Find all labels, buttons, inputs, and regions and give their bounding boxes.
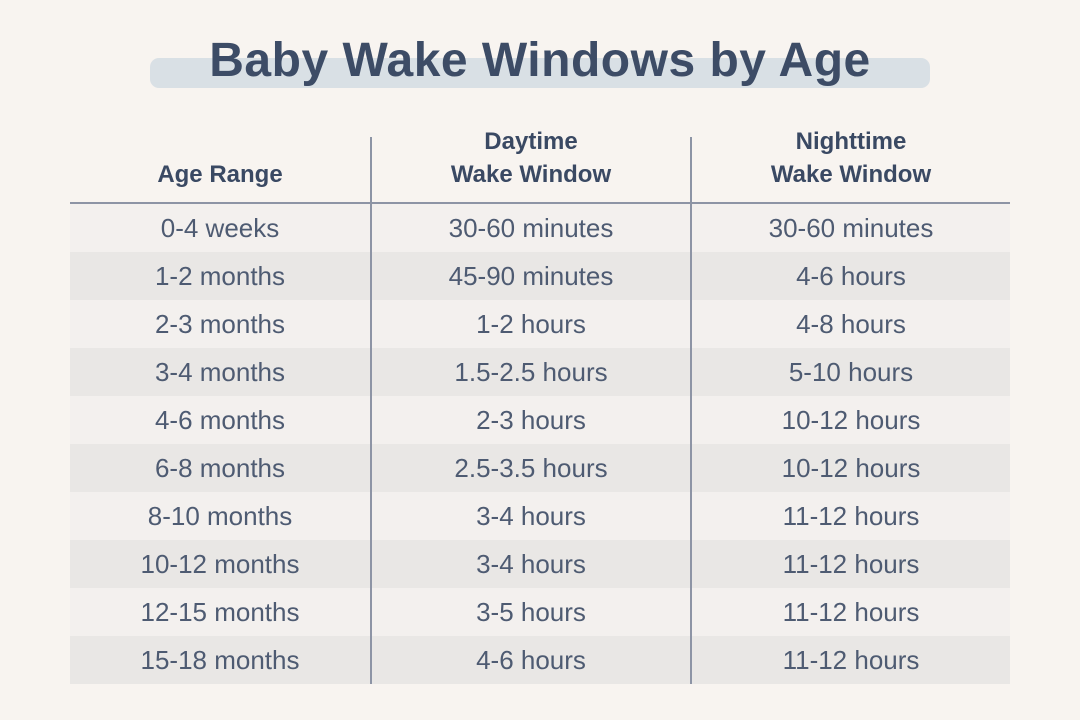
table-row: 15-18 months 4-6 hours 11-12 hours (70, 636, 1010, 684)
daytime-cell: 3-4 hours (370, 540, 690, 588)
nighttime-cell: 10-12 hours (690, 396, 1010, 444)
nighttime-cell: 11-12 hours (690, 492, 1010, 540)
table-row: 4-6 months 2-3 hours 10-12 hours (70, 396, 1010, 444)
daytime-cell: 4-6 hours (370, 636, 690, 684)
nighttime-cell: 11-12 hours (690, 588, 1010, 636)
column-header-age-range: Age Range (157, 160, 283, 188)
wake-windows-table: Age Range Daytime Wake Window Nighttime … (70, 128, 1010, 684)
age-range-cell: 1-2 months (154, 260, 286, 291)
nighttime-cell: 30-60 minutes (690, 204, 1010, 252)
age-range-cell: 0-4 weeks (160, 212, 280, 243)
age-range-cell: 15-18 months (140, 644, 300, 675)
nighttime-cell: 5-10 hours (690, 348, 1010, 396)
page-header: Baby Wake Windows by Age (0, 26, 1080, 96)
nighttime-cell: 11-12 hours (690, 636, 1010, 684)
daytime-cell: 2.5-3.5 hours (370, 444, 690, 492)
nighttime-cell: 11-12 hours (690, 540, 1010, 588)
age-range-cell: 6-8 months (154, 452, 286, 483)
daytime-cell: 30-60 minutes (370, 204, 690, 252)
daytime-cell: 45-90 minutes (370, 252, 690, 300)
table-row: 0-4 weeks 30-60 minutes 30-60 minutes (70, 204, 1010, 252)
age-range-cell: 10-12 months (140, 548, 300, 579)
table-row: 6-8 months 2.5-3.5 hours 10-12 hours (70, 444, 1010, 492)
page-title: Baby Wake Windows by Age (209, 34, 871, 87)
table-row: 3-4 months 1.5-2.5 hours 5-10 hours (70, 348, 1010, 396)
nighttime-cell: 4-6 hours (690, 252, 1010, 300)
daytime-cell: 3-4 hours (370, 492, 690, 540)
daytime-cell: 1-2 hours (370, 300, 690, 348)
age-range-cell: 3-4 months (154, 356, 286, 387)
column-header-nighttime-wake: Nighttime Wake Window (690, 128, 1010, 202)
title-highlight-bar (150, 58, 930, 88)
table-row: 8-10 months 3-4 hours 11-12 hours (70, 492, 1010, 540)
table-header-row: Age Range Daytime Wake Window Nighttime … (70, 128, 1010, 204)
age-range-cell: 12-15 months (140, 596, 300, 627)
age-range-cell: 4-6 months (154, 404, 286, 435)
table-row: 10-12 months 3-4 hours 11-12 hours (70, 540, 1010, 588)
table-row: 12-15 months 3-5 hours 11-12 hours (70, 588, 1010, 636)
age-range-cell: 2-3 months (154, 308, 286, 339)
nighttime-cell: 4-8 hours (690, 300, 1010, 348)
nighttime-cell: 10-12 hours (690, 444, 1010, 492)
daytime-cell: 3-5 hours (370, 588, 690, 636)
table-row: 2-3 months 1-2 hours 4-8 hours (70, 300, 1010, 348)
daytime-cell: 2-3 hours (370, 396, 690, 444)
age-range-cell: 8-10 months (147, 500, 293, 531)
table-body: 0-4 weeks 30-60 minutes 30-60 minutes 1-… (70, 204, 1010, 684)
column-header-daytime-wake: Daytime Wake Window (370, 128, 690, 202)
table-row: 1-2 months 45-90 minutes 4-6 hours (70, 252, 1010, 300)
daytime-cell: 1.5-2.5 hours (370, 348, 690, 396)
